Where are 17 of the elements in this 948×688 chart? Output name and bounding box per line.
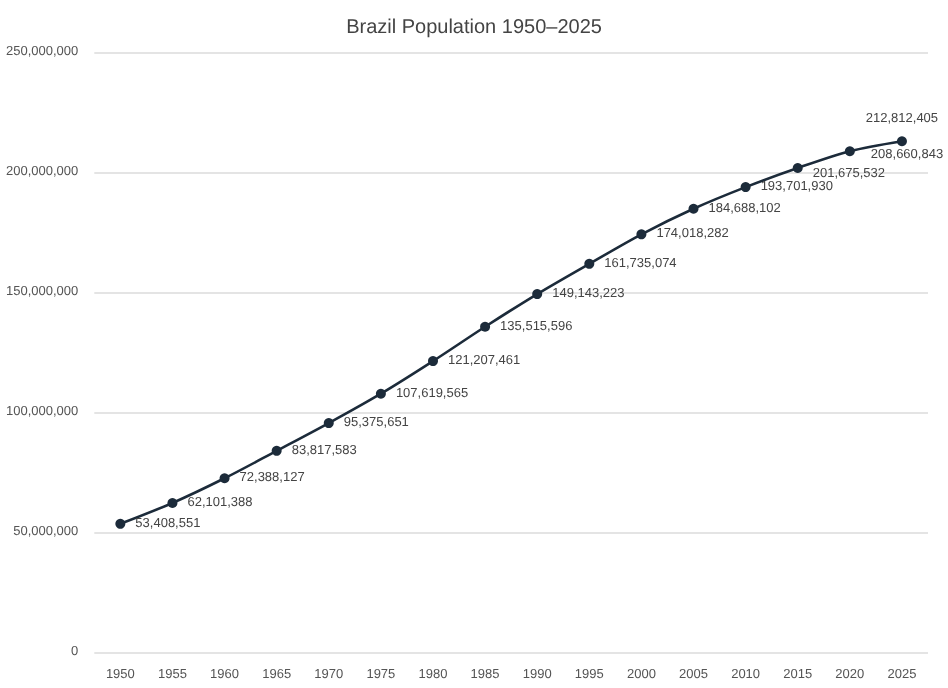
point	[115, 518, 126, 529]
point	[844, 146, 855, 157]
point	[532, 289, 543, 300]
point	[428, 356, 438, 367]
point	[636, 229, 647, 240]
point	[167, 497, 178, 508]
point	[271, 445, 282, 456]
chart-title: Brazil Population 1950–2025	[346, 17, 603, 39]
point	[480, 321, 491, 332]
point	[584, 258, 595, 269]
point	[740, 182, 751, 193]
point	[896, 136, 907, 147]
point	[219, 473, 230, 484]
point	[792, 162, 803, 173]
point	[323, 418, 334, 429]
point	[688, 203, 699, 214]
point	[375, 388, 386, 399]
